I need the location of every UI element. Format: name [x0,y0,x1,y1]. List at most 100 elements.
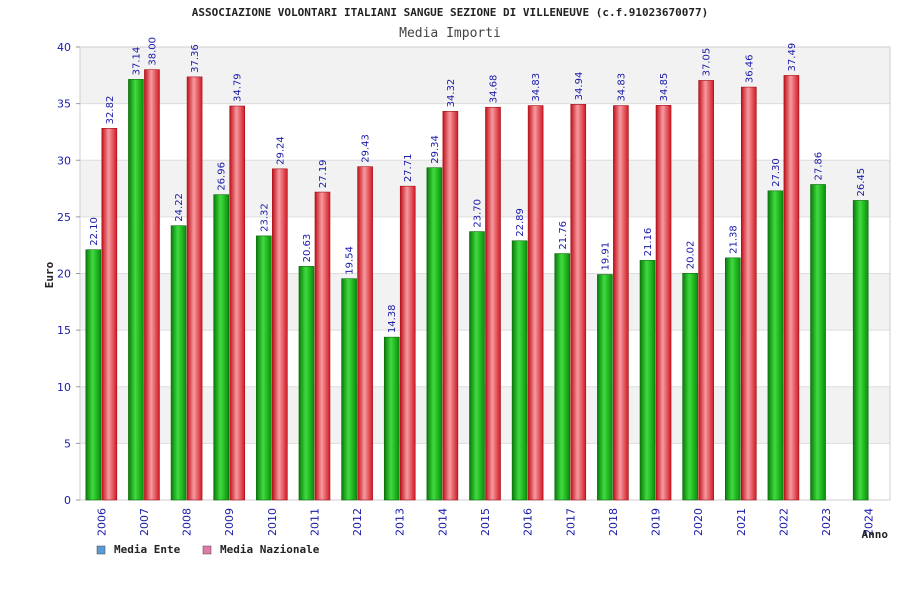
x-tick-label-2008: 2008 [181,508,194,536]
x-tick-label-2019: 2019 [650,508,663,536]
data-label-media-nazionale-2018: 34.83 [616,73,627,102]
data-label-media-nazionale-2015: 34.68 [489,75,500,104]
legend-label-media-ente: Media Ente [114,543,181,556]
bar-media-ente-2012 [341,278,357,501]
bar-media-ente-2024 [852,200,869,501]
data-label-media-ente-2011: 20.63 [302,234,313,263]
data-label-media-nazionale-2013: 27.71 [403,154,414,183]
data-label-media-ente-2010: 23.32 [259,203,270,232]
data-label-media-ente-2024: 26.45 [856,168,867,197]
y-tick-label-40: 40 [57,41,71,54]
data-label-media-ente-2020: 20.02 [686,241,697,270]
bar-media-ente-2006 [85,249,102,501]
data-label-media-ente-2023: 27.86 [814,152,825,181]
data-label-media-nazionale-2006: 32.82 [105,96,116,125]
y-tick-label-25: 25 [57,211,71,224]
bar-media-ente-2022 [767,190,784,501]
y-tick-label-0: 0 [64,494,71,507]
x-tick-label-2014: 2014 [436,508,449,536]
bar-media-ente-2023 [810,184,826,501]
bar-media-ente-2008 [170,225,187,501]
bar-media-ente-2018 [597,274,613,501]
data-label-media-nazionale-2012: 29.43 [361,134,372,163]
x-tick-label-2009: 2009 [223,508,236,536]
y-tick-label-5: 5 [64,437,71,450]
data-label-media-nazionale-2021: 36.46 [744,54,755,83]
bar-media-ente-2017 [554,253,571,501]
bar-media-nazionale-2019 [655,105,672,501]
data-label-media-nazionale-2020: 37.05 [702,48,713,77]
data-label-media-ente-2021: 21.38 [728,225,739,254]
data-label-media-nazionale-2014: 34.32 [446,79,457,108]
x-tick-label-2020: 2020 [692,508,705,536]
data-label-media-ente-2015: 23.70 [473,199,484,228]
x-tick-label-2017: 2017 [564,508,577,536]
x-tick-label-2006: 2006 [95,508,108,536]
x-tick-label-2015: 2015 [479,508,492,536]
data-label-media-ente-2018: 19.91 [600,242,611,271]
legend-swatch-media-nazionale [202,545,212,555]
y-axis-label: Euro [43,261,56,288]
data-label-media-ente-2009: 26.96 [217,162,228,191]
bar-media-ente-2019 [639,260,656,501]
bar-media-ente-2013 [383,336,400,501]
y-tick-label-20: 20 [57,268,71,281]
bar-media-nazionale-2011 [314,191,331,501]
chart-title: ASSOCIAZIONE VOLONTARI ITALIANI SANGUE S… [192,6,709,19]
bar-media-ente-2010 [256,235,272,501]
bar-media-nazionale-2012 [357,166,373,501]
x-tick-label-2018: 2018 [607,508,620,536]
bar-media-nazionale-2014 [442,111,459,501]
data-label-media-ente-2012: 19.54 [345,246,356,275]
data-label-media-nazionale-2019: 34.85 [659,73,670,102]
x-axis-label: Anno [862,528,889,541]
bar-media-nazionale-2015 [485,106,501,501]
bar-media-ente-2016 [511,240,528,501]
data-label-media-ente-2014: 29.34 [430,135,441,164]
chart-subtitle: Media Importi [399,26,501,41]
x-tick-label-2024: 2024 [863,508,876,536]
bar-media-nazionale-2010 [272,168,288,501]
x-tick-label-2010: 2010 [266,508,279,536]
bar-media-nazionale-2016 [527,105,544,501]
data-label-media-nazionale-2009: 34.79 [233,73,244,102]
bar-media-nazionale-2008 [186,76,203,501]
data-label-media-ente-2013: 14.38 [387,305,398,334]
bar-media-ente-2021 [724,257,741,501]
legend-swatch-media-ente [96,545,106,555]
y-tick-label-15: 15 [57,324,71,337]
y-tick-label-35: 35 [57,98,71,111]
data-label-media-nazionale-2011: 27.19 [318,159,329,188]
y-tick-label-10: 10 [57,381,71,394]
y-tick-label-30: 30 [57,154,71,167]
data-label-media-ente-2008: 24.22 [174,193,185,222]
bar-media-nazionale-2021 [740,86,757,501]
x-tick-label-2023: 2023 [820,508,833,536]
data-label-media-ente-2007: 37.14 [131,47,142,76]
legend-label-media-nazionale: Media Nazionale [220,543,320,556]
data-label-media-nazionale-2007: 38.00 [147,37,158,66]
x-tick-label-2007: 2007 [138,508,151,536]
x-tick-label-2021: 2021 [735,508,748,536]
data-label-media-nazionale-2010: 29.24 [275,136,286,165]
legend: Media Ente Media Nazionale [96,543,320,556]
bars-group [85,69,869,501]
bar-media-ente-2014 [426,167,443,501]
bar-media-ente-2009 [213,194,230,501]
bar-media-nazionale-2017 [570,104,587,501]
data-label-media-nazionale-2008: 37.36 [190,44,201,73]
data-label-media-nazionale-2016: 34.83 [531,73,542,102]
bar-media-nazionale-2009 [229,105,246,501]
data-label-media-ente-2022: 27.30 [771,158,782,187]
data-label-media-nazionale-2022: 37.49 [787,43,798,72]
bar-media-ente-2015 [469,231,485,501]
x-tick-label-2022: 2022 [777,508,790,536]
data-label-media-ente-2017: 21.76 [558,221,569,250]
bar-media-ente-2007 [128,79,144,501]
data-label-media-ente-2016: 22.89 [515,208,526,237]
bar-media-nazionale-2022 [783,75,800,501]
data-label-media-ente-2006: 22.10 [89,217,100,246]
data-label-media-ente-2019: 21.16 [643,228,654,257]
